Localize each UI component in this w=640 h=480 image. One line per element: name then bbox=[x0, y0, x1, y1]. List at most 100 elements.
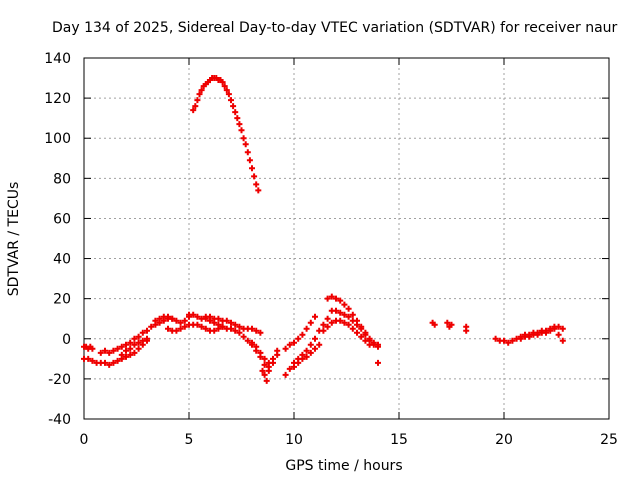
plot-frame bbox=[83, 57, 610, 420]
data-point bbox=[295, 359, 302, 366]
data-point bbox=[286, 341, 293, 348]
data-point bbox=[345, 313, 352, 320]
data-point bbox=[551, 325, 558, 332]
data-point bbox=[362, 331, 369, 338]
data-point bbox=[123, 353, 129, 360]
data-point bbox=[152, 317, 159, 324]
data-point bbox=[215, 321, 222, 328]
data-point bbox=[97, 349, 104, 356]
data-point bbox=[448, 321, 455, 328]
data-point bbox=[328, 293, 335, 300]
data-point bbox=[341, 319, 348, 326]
data-point bbox=[207, 313, 213, 320]
data-point bbox=[135, 333, 142, 340]
data-point bbox=[139, 329, 146, 336]
data-point bbox=[106, 361, 113, 368]
data-point bbox=[242, 141, 249, 148]
chart-title: Day 134 of 2025, Sidereal Day-to-day VTE… bbox=[52, 20, 618, 36]
data-point bbox=[194, 313, 201, 320]
data-point bbox=[333, 307, 339, 314]
data-point bbox=[282, 345, 289, 352]
data-point bbox=[259, 367, 266, 374]
data-point bbox=[190, 107, 197, 114]
data-point bbox=[194, 321, 201, 328]
data-point bbox=[261, 355, 268, 362]
data-point bbox=[236, 323, 243, 330]
data-point bbox=[135, 339, 142, 346]
y-tick-label: 100 bbox=[44, 131, 71, 147]
data-point bbox=[492, 335, 499, 342]
y-axis-ticks: -40 -20 0 20 40 60 80 100 120 140 bbox=[44, 51, 609, 428]
y-tick-label: 140 bbox=[44, 51, 71, 67]
data-point bbox=[358, 333, 365, 340]
data-point bbox=[320, 327, 327, 334]
data-point bbox=[337, 317, 344, 324]
data-point bbox=[324, 315, 331, 322]
data-point bbox=[291, 339, 297, 346]
data-point bbox=[341, 311, 348, 318]
data-point bbox=[177, 325, 184, 332]
data-point bbox=[228, 97, 234, 104]
data-point bbox=[303, 347, 310, 354]
data-point bbox=[127, 351, 134, 358]
data-point bbox=[257, 349, 264, 356]
data-point bbox=[127, 339, 134, 346]
data-point bbox=[324, 295, 331, 302]
data-point bbox=[196, 91, 203, 98]
data-point bbox=[517, 335, 524, 342]
data-point bbox=[505, 339, 512, 346]
data-point bbox=[181, 317, 188, 324]
data-point bbox=[307, 341, 314, 348]
x-tick-label: 25 bbox=[600, 432, 618, 448]
data-point bbox=[444, 319, 451, 326]
data-point bbox=[255, 187, 262, 194]
data-point bbox=[240, 333, 247, 340]
y-tick-label: -20 bbox=[48, 372, 71, 388]
data-point bbox=[165, 325, 171, 332]
data-point bbox=[127, 345, 134, 352]
data-point bbox=[257, 329, 264, 336]
data-point bbox=[341, 301, 348, 308]
data-point bbox=[106, 349, 113, 356]
data-point bbox=[303, 325, 310, 332]
data-point bbox=[202, 325, 209, 332]
data-point bbox=[559, 337, 566, 344]
data-point bbox=[173, 327, 180, 334]
data-point bbox=[230, 103, 237, 110]
data-point bbox=[110, 359, 117, 366]
data-point bbox=[192, 103, 199, 110]
data-point bbox=[123, 347, 129, 354]
x-axis-ticks: 0 5 10 15 20 25 bbox=[80, 58, 618, 448]
data-point bbox=[345, 321, 352, 328]
data-point bbox=[463, 327, 470, 334]
data-series bbox=[81, 75, 566, 384]
data-point bbox=[375, 343, 381, 350]
data-point bbox=[228, 325, 234, 332]
data-point bbox=[265, 363, 272, 370]
data-point bbox=[234, 115, 241, 122]
data-point bbox=[307, 319, 314, 326]
data-point bbox=[349, 317, 356, 324]
data-point bbox=[337, 297, 344, 304]
data-point bbox=[251, 173, 258, 180]
data-point bbox=[169, 315, 176, 322]
data-point bbox=[221, 83, 228, 90]
data-point bbox=[291, 363, 297, 370]
data-point bbox=[223, 87, 230, 94]
data-point bbox=[249, 325, 255, 332]
data-point bbox=[89, 357, 96, 364]
data-point bbox=[431, 321, 438, 328]
data-point bbox=[198, 323, 205, 330]
data-point bbox=[144, 335, 150, 342]
data-point bbox=[219, 323, 226, 330]
data-point bbox=[219, 79, 226, 86]
data-point bbox=[559, 325, 566, 332]
data-point bbox=[236, 121, 243, 128]
data-point bbox=[312, 335, 318, 342]
data-point bbox=[236, 329, 243, 336]
data-point bbox=[547, 327, 554, 334]
data-point bbox=[194, 97, 201, 104]
data-point bbox=[358, 325, 365, 332]
x-tick-label: 20 bbox=[495, 432, 513, 448]
